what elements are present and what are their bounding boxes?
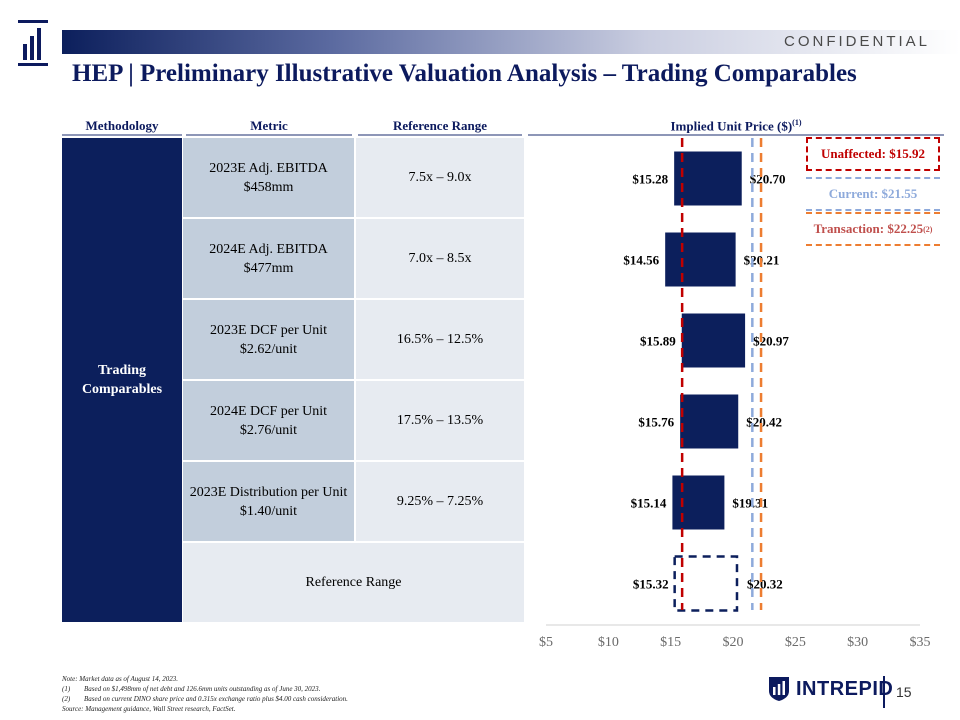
reference-range-cell: 7.5x – 9.0x [356,138,524,217]
column-header-metric: Metric [250,118,288,133]
bar-low-label: $15.76 [638,415,674,430]
column-header-methodology: Methodology [85,118,159,133]
bar-high-label: $20.42 [746,415,782,430]
metric-cell: 2023E Adj. EBITDA $458mm [183,138,354,217]
column-header-rule [358,134,522,136]
range-bar [674,151,742,206]
bar-low-label: $14.56 [623,253,659,268]
metric-cell: 2023E DCF per Unit $2.62/unit [183,300,354,379]
x-tick-label: $20 [723,635,744,650]
range-bar [665,232,736,287]
brand-name: INTREPID [796,677,894,700]
column-header-implied-price: Implied Unit Price ($)(1) [670,118,802,134]
x-tick-label: $35 [910,635,931,650]
brand: INTREPID [768,676,893,702]
range-bar [681,313,746,368]
brand-divider [883,676,885,708]
column-header-rule [62,134,182,136]
bar-high-label: $19.31 [732,496,768,511]
bar-high-label: $20.32 [747,577,783,592]
footnote-2: (2) Based on current DINO share price and… [62,695,348,703]
implied-price-chart: $15.28$20.70$14.56$20.21$15.89$20.97$15.… [539,138,931,650]
footnote-note: Note: Market data as of August 14, 2023. [62,675,178,683]
column-header-rule [186,134,352,136]
metric-cell: 2024E DCF per Unit $2.76/unit [183,381,354,460]
bar-high-label: $20.70 [750,172,786,187]
metric-cell: 2023E Distribution per Unit $1.40/unit [183,462,354,541]
methodology-cell: Trading Comparables [62,138,182,622]
bar-high-label: $20.97 [753,334,789,349]
bar-low-label: $15.28 [632,172,668,187]
reference-range-summary-cell: Reference Range [183,543,524,622]
footnotes: Note: Market data as of August 14, 2023.… [62,674,348,714]
bar-low-label: $15.89 [640,334,676,349]
firm-logo-icon [18,20,48,66]
reference-range-cell: 16.5% – 12.5% [356,300,524,379]
page-number: 15 [896,684,912,700]
x-tick-label: $30 [847,635,868,650]
x-tick-label: $10 [598,635,619,650]
legend-transaction: Transaction: $22.25 (2) [806,212,940,246]
legend-current: Current: $21.55 [806,177,940,211]
footnote-source: Source: Management guidance, Wall Street… [62,705,236,713]
legend-unaffected: Unaffected: $15.92 [806,137,940,171]
range-bar [672,475,725,530]
reference-range-cell: 9.25% – 7.25% [356,462,524,541]
intrepid-shield-icon [769,677,789,701]
x-tick-label: $15 [660,635,681,650]
bar-low-label: $15.14 [631,496,667,511]
column-header-rule [528,134,944,136]
reference-range-bar [673,555,739,612]
reference-range-cell: 7.0x – 8.5x [356,219,524,298]
x-tick-label: $5 [539,635,553,650]
confidential-label: CONFIDENTIAL [783,33,930,50]
x-tick-label: $25 [785,635,806,650]
metric-cell: 2024E Adj. EBITDA $477mm [183,219,354,298]
page-title: HEP | Preliminary Illustrative Valuation… [72,60,857,87]
footnote-1: (1) Based on $1,498mm of net debt and 126… [62,685,321,693]
range-bar [680,394,739,449]
column-header-reference-range: Reference Range [393,118,487,133]
reference-range-cell: 17.5% – 13.5% [356,381,524,460]
header-gradient-bar [62,30,960,54]
bar-low-label: $15.32 [633,577,669,592]
